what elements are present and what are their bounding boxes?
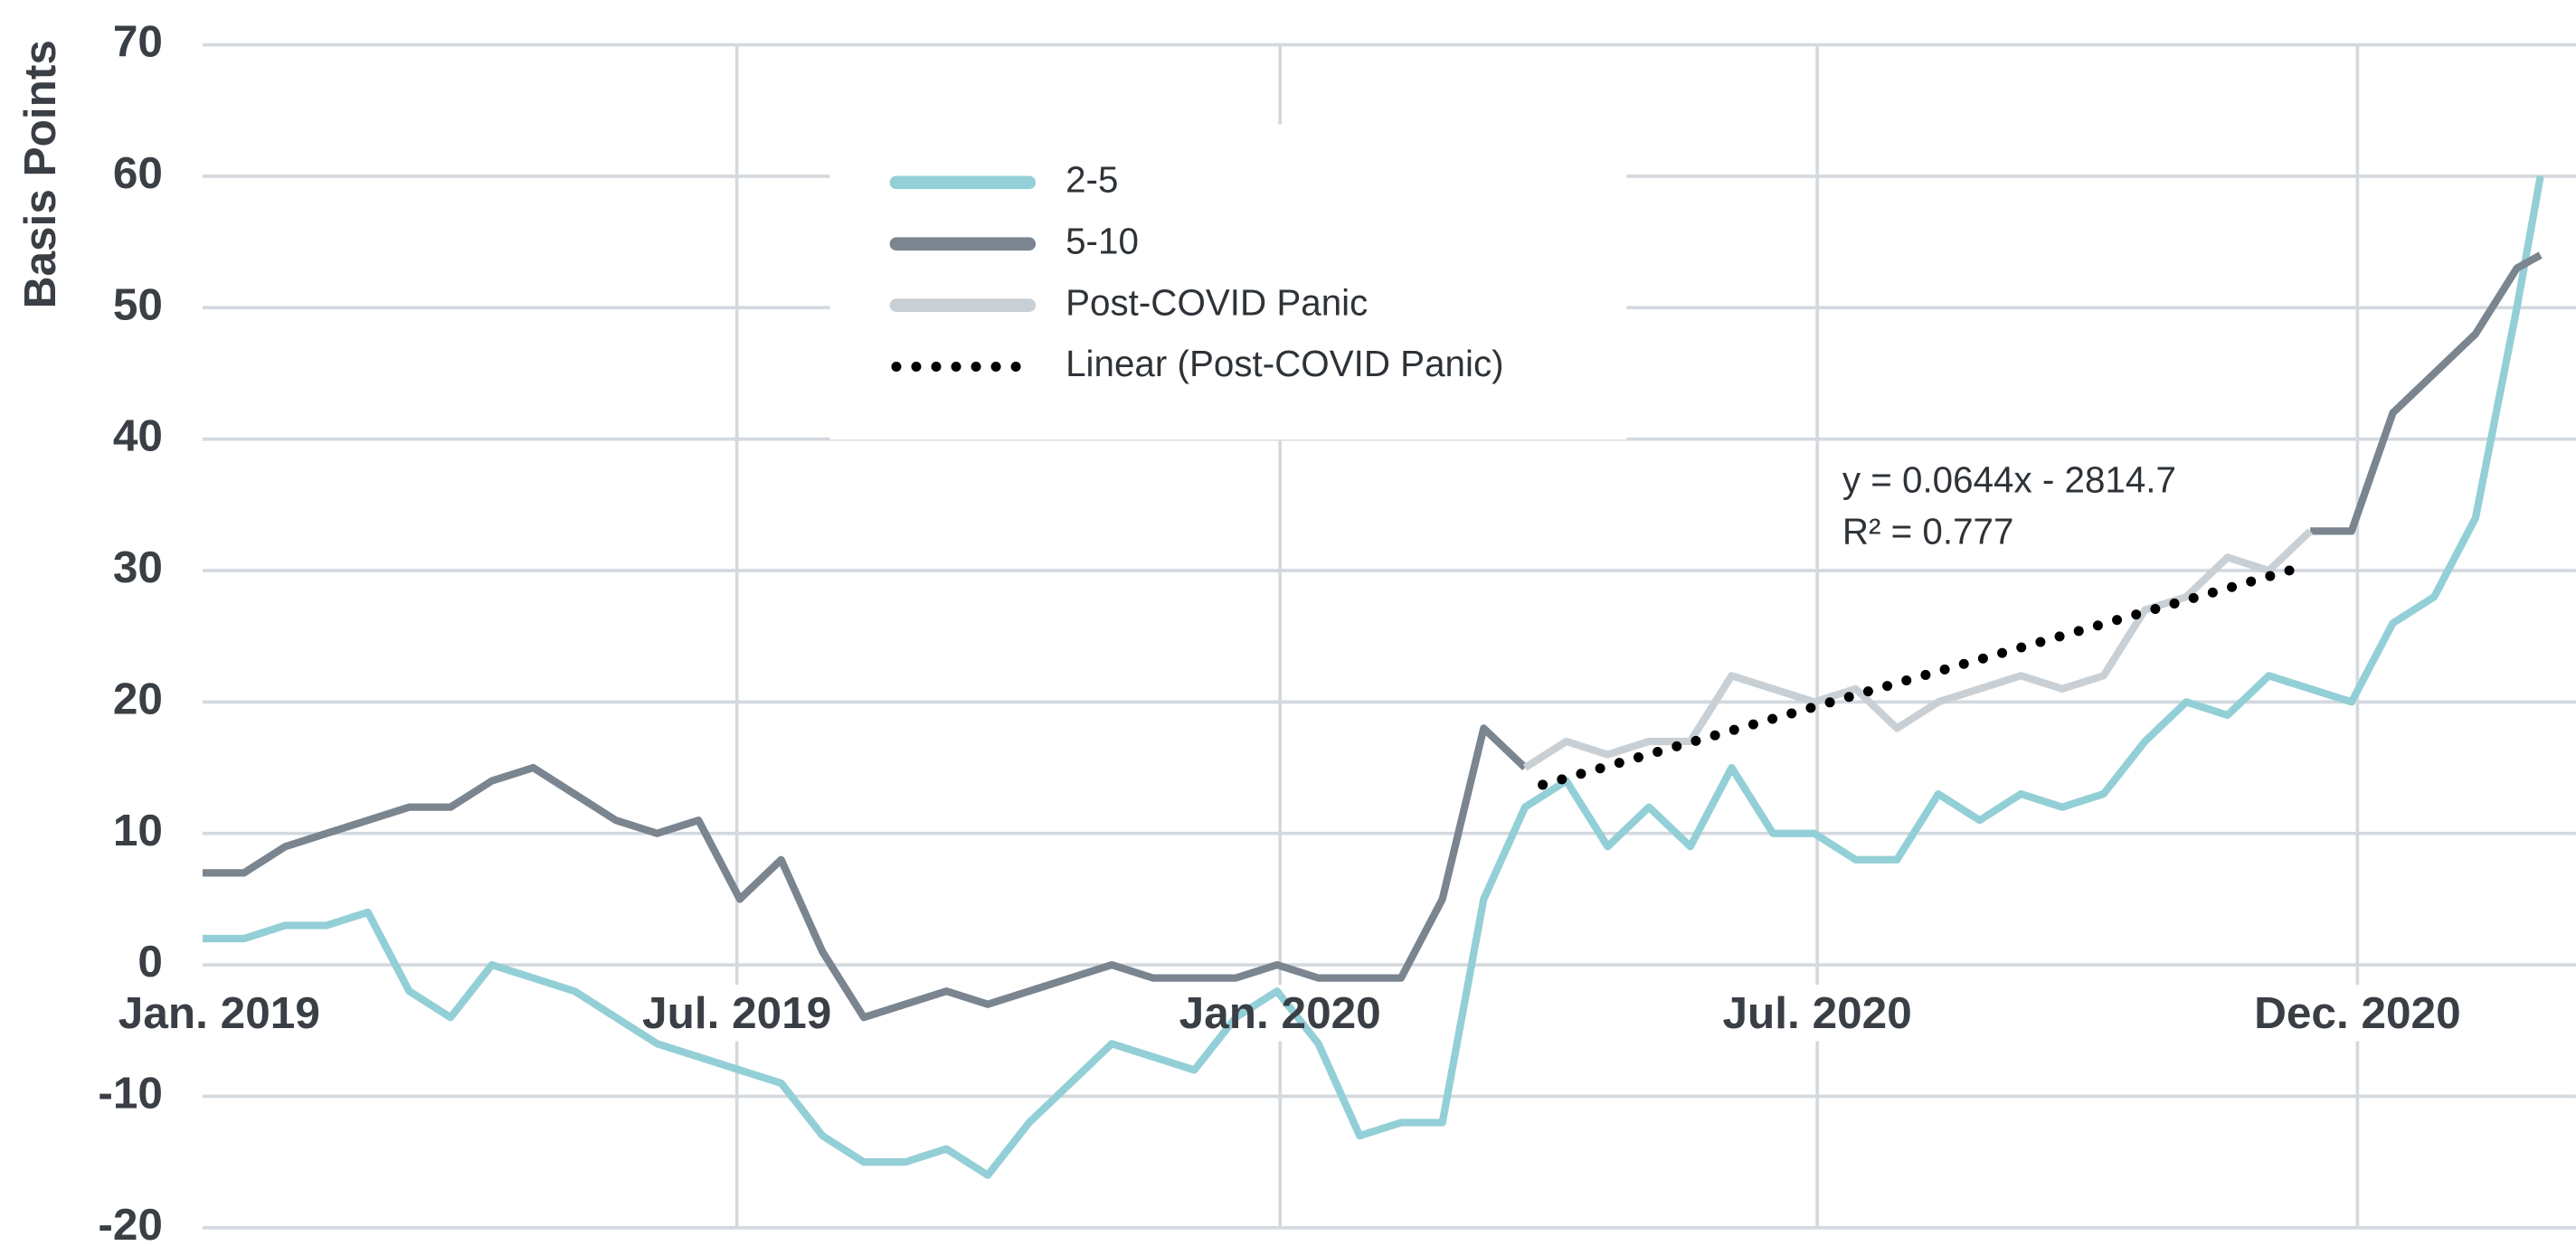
legend: 2-5 5-10 Post-COVID Panic Linear (Post-COVI…	[829, 124, 1627, 440]
legend-label: Post-COVID Panic	[1065, 281, 1368, 323]
legend-label: 5-10	[1065, 220, 1139, 261]
y-axis-label: Basis Points	[15, 40, 65, 308]
legend-label: 2-5	[1065, 158, 1118, 200]
y-tick-label: 50	[113, 279, 163, 329]
x-tick-label: Jan. 2020	[1179, 988, 1381, 1038]
legend-label: Linear (Post-COVID Panic)	[1065, 343, 1503, 384]
series-line	[202, 724, 1528, 1022]
y-tick-label: 60	[113, 148, 163, 198]
annotation: R² = 0.777	[1842, 510, 2014, 552]
x-tick-label: Jan. 2019	[118, 988, 320, 1038]
y-tick-label: 20	[113, 674, 163, 723]
y-tick-label: 0	[137, 937, 163, 986]
y-tick-label: -20	[98, 1200, 163, 1246]
x-tick-label: Jul. 2019	[642, 988, 831, 1038]
x-tick-label: Dec. 2020	[2254, 988, 2461, 1038]
y-tick-label: 70	[113, 17, 163, 67]
y-tick-label: 40	[113, 411, 163, 461]
series-line	[2310, 251, 2543, 535]
series-line	[1522, 528, 2314, 771]
series-line	[202, 175, 2544, 1179]
x-tick-label: Jul. 2020	[1723, 988, 1912, 1038]
plot-area	[202, 175, 2544, 1179]
series-line	[1538, 562, 2304, 790]
annotation: y = 0.0644x - 2814.7	[1842, 459, 2176, 501]
y-tick-label: -10	[98, 1069, 163, 1119]
y-tick-label: 30	[113, 543, 163, 592]
y-tick-label: 10	[113, 806, 163, 855]
